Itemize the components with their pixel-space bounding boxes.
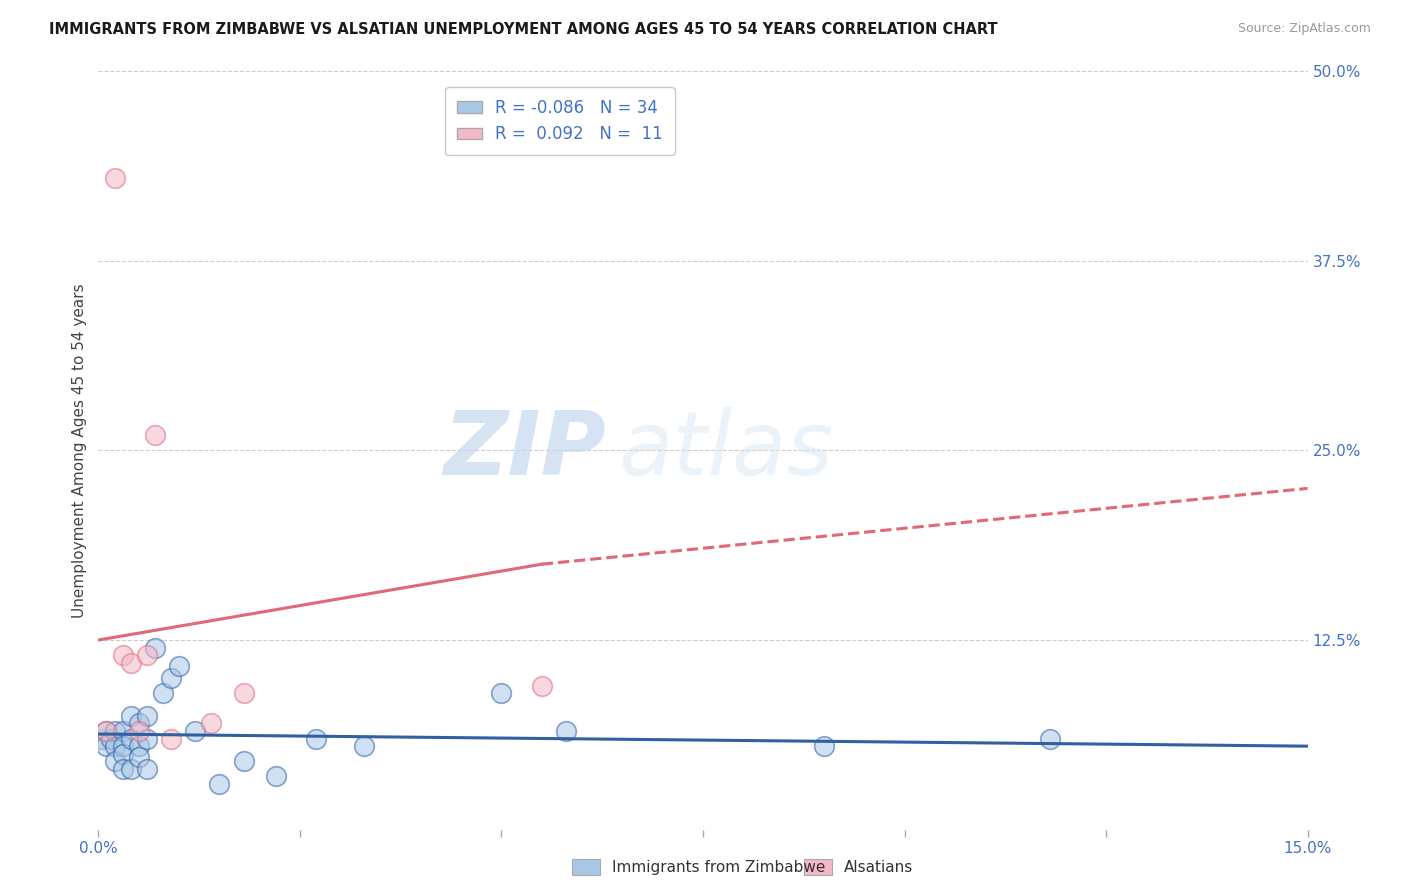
Point <box>143 640 166 655</box>
Point <box>135 648 157 662</box>
Point <box>813 739 835 753</box>
Point <box>305 731 328 746</box>
Point <box>103 170 125 185</box>
Bar <box>572 859 600 875</box>
Point <box>555 724 578 739</box>
Point <box>91 731 114 746</box>
Point <box>353 739 375 753</box>
Point <box>160 671 183 685</box>
Point <box>128 716 150 731</box>
Point <box>491 686 513 700</box>
Point <box>103 755 125 769</box>
Point <box>135 762 157 776</box>
Point <box>96 724 118 739</box>
Point <box>111 648 134 662</box>
Text: Immigrants from Zimbabwe: Immigrants from Zimbabwe <box>612 860 825 874</box>
Point <box>103 724 125 739</box>
Point <box>120 731 142 746</box>
Point <box>103 739 125 753</box>
Point <box>160 731 183 746</box>
Y-axis label: Unemployment Among Ages 45 to 54 years: Unemployment Among Ages 45 to 54 years <box>72 283 87 618</box>
Point <box>120 656 142 670</box>
Point <box>120 762 142 776</box>
Point <box>264 769 287 784</box>
Point <box>143 428 166 442</box>
Point <box>96 724 118 739</box>
Point <box>111 739 134 753</box>
Point <box>128 724 150 739</box>
Point <box>96 739 118 753</box>
Text: ZIP: ZIP <box>443 407 606 494</box>
Text: IMMIGRANTS FROM ZIMBABWE VS ALSATIAN UNEMPLOYMENT AMONG AGES 45 TO 54 YEARS CORR: IMMIGRANTS FROM ZIMBABWE VS ALSATIAN UNE… <box>49 22 998 37</box>
Point <box>184 724 207 739</box>
Point <box>100 731 122 746</box>
Point <box>1039 731 1062 746</box>
Point <box>120 708 142 723</box>
Point <box>128 749 150 764</box>
Bar <box>804 859 832 875</box>
Point <box>208 777 231 791</box>
Point <box>530 678 553 692</box>
Point <box>232 686 254 700</box>
Point <box>128 739 150 753</box>
Point <box>135 731 157 746</box>
Point <box>135 708 157 723</box>
Text: Source: ZipAtlas.com: Source: ZipAtlas.com <box>1237 22 1371 36</box>
Text: atlas: atlas <box>619 408 834 493</box>
Point <box>232 755 254 769</box>
Point <box>111 747 134 761</box>
Point <box>200 716 222 731</box>
Point <box>152 686 174 700</box>
Text: Alsatians: Alsatians <box>844 860 912 874</box>
Point <box>167 658 190 673</box>
Point <box>111 724 134 739</box>
Point <box>111 762 134 776</box>
Legend: R = -0.086   N = 34, R =  0.092   N =  11: R = -0.086 N = 34, R = 0.092 N = 11 <box>446 87 675 155</box>
